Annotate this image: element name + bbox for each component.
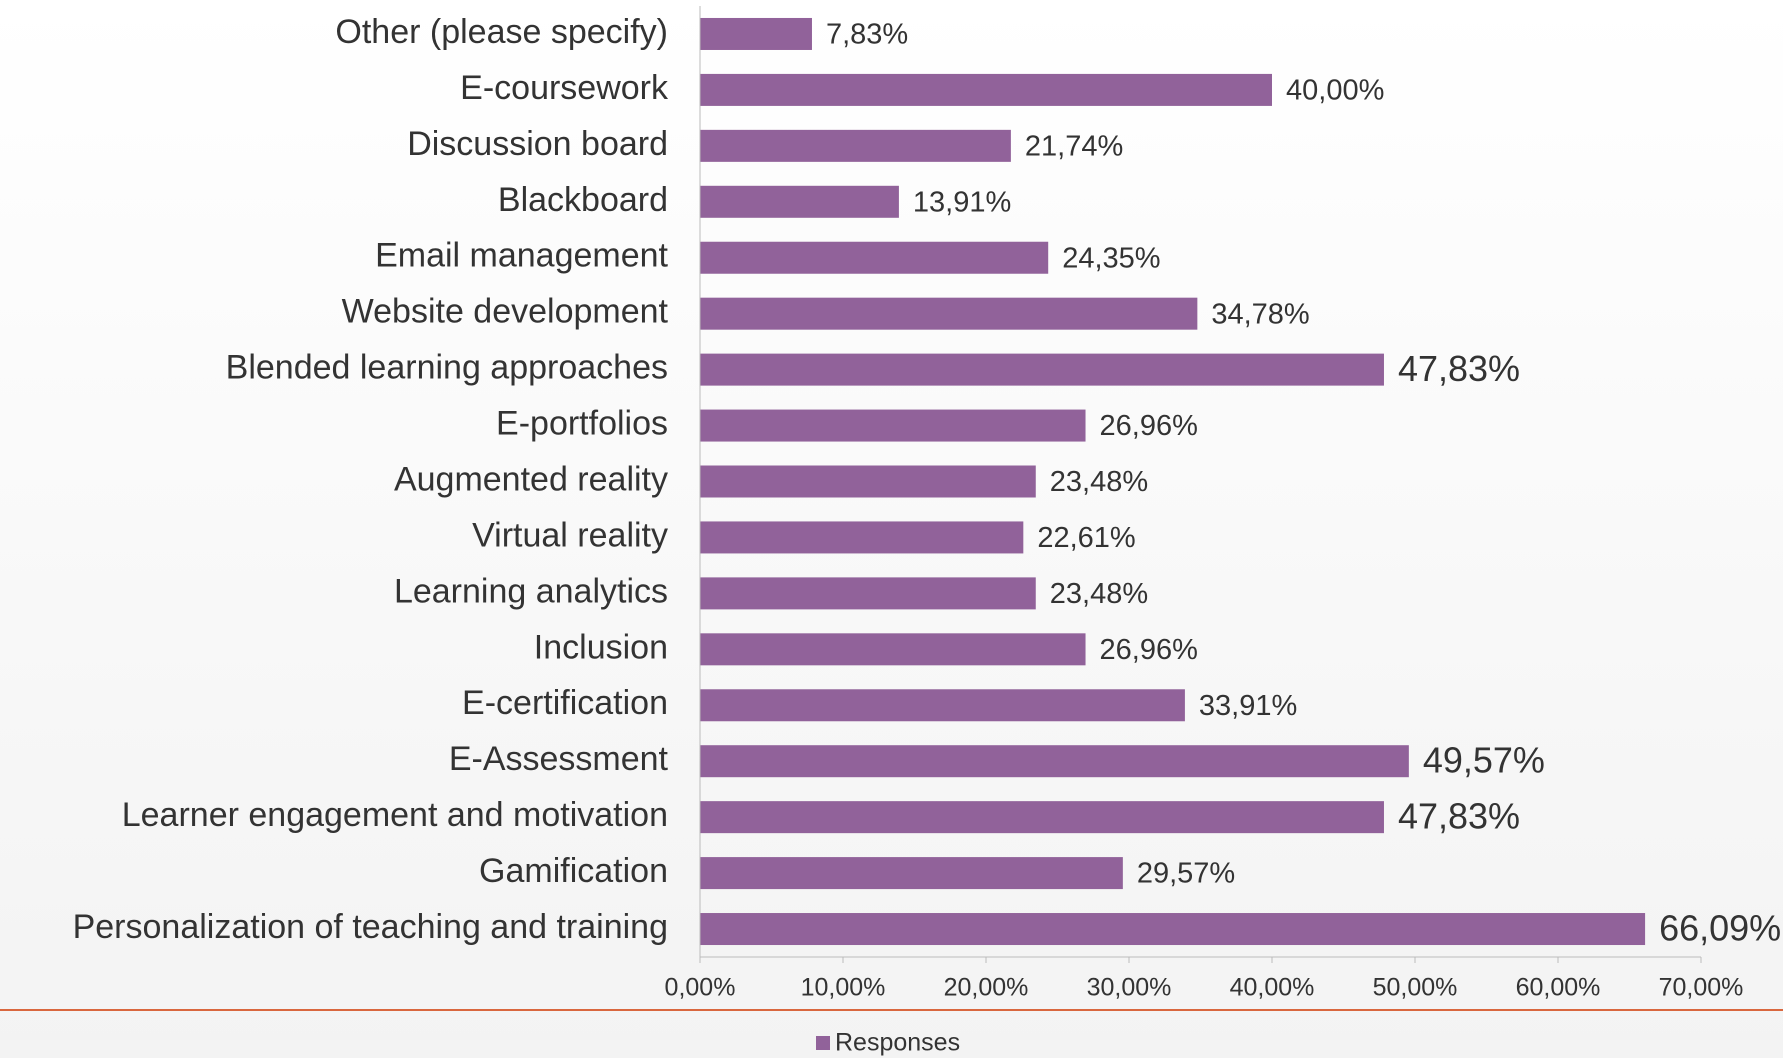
y-tick-label: Email management (375, 237, 668, 275)
bar (700, 913, 1646, 946)
bar (700, 521, 1024, 554)
value-label: 34,78% (1211, 298, 1309, 330)
value-label: 21,74% (1025, 131, 1123, 163)
bar (700, 857, 1123, 890)
value-label: 49,57% (1423, 740, 1545, 781)
bar (700, 633, 1086, 666)
x-tick-label: 10,00% (801, 974, 886, 1002)
bar (700, 465, 1036, 498)
x-tick-label: 30,00% (1087, 974, 1172, 1002)
bar (700, 73, 1272, 106)
y-tick-label: E-portfolios (496, 405, 668, 443)
value-label: 13,91% (913, 186, 1011, 218)
x-tick-label: 20,00% (944, 974, 1029, 1002)
value-label: 23,48% (1050, 578, 1148, 610)
value-label: 40,00% (1286, 75, 1384, 107)
value-label: 29,57% (1137, 858, 1235, 890)
x-tick-label: 50,00% (1373, 974, 1458, 1002)
y-tick-label: Other (please specify) (335, 13, 668, 51)
y-tick-label: Learner engagement and motivation (122, 796, 668, 834)
value-label: 22,61% (1037, 522, 1135, 554)
legend-label: Responses (835, 1029, 960, 1057)
y-tick-label: E-coursework (460, 69, 669, 107)
bar (700, 185, 899, 218)
value-label: 47,83% (1398, 348, 1520, 389)
x-tick-label: 70,00% (1659, 974, 1744, 1002)
y-tick-label: Discussion board (407, 125, 668, 163)
bar (700, 745, 1409, 778)
value-label: 66,09% (1659, 908, 1781, 949)
value-label: 24,35% (1062, 242, 1160, 274)
bar (700, 129, 1011, 162)
y-tick-label: Blended learning approaches (226, 349, 668, 387)
bar (700, 409, 1086, 442)
y-tick-label: E-certification (462, 684, 668, 722)
y-tick-label: Website development (342, 293, 669, 331)
bar (700, 241, 1049, 274)
y-tick-label: Learning analytics (394, 572, 668, 610)
value-label: 33,91% (1199, 690, 1297, 722)
legend-swatch (816, 1036, 830, 1050)
y-tick-label: Virtual reality (472, 516, 668, 554)
value-label: 26,96% (1100, 410, 1198, 442)
x-tick-label: 40,00% (1230, 974, 1315, 1002)
bar (700, 17, 812, 50)
y-tick-label: Inclusion (534, 628, 668, 666)
bar (700, 297, 1198, 330)
bar (700, 801, 1384, 834)
y-tick-label: Personalization of teaching and training (73, 908, 668, 946)
y-tick-label: Augmented reality (394, 460, 668, 498)
bar (700, 689, 1185, 722)
y-tick-label: Gamification (479, 852, 668, 890)
x-tick-label: 0,00% (665, 974, 736, 1002)
y-tick-label: Blackboard (498, 181, 668, 219)
value-label: 23,48% (1050, 466, 1148, 498)
value-label: 7,83% (826, 19, 908, 51)
x-tick-label: 60,00% (1516, 974, 1601, 1002)
value-label: 26,96% (1100, 634, 1198, 666)
y-tick-label: E-Assessment (449, 740, 669, 778)
value-label: 47,83% (1398, 796, 1520, 837)
bar (700, 353, 1384, 386)
bar (700, 577, 1036, 610)
